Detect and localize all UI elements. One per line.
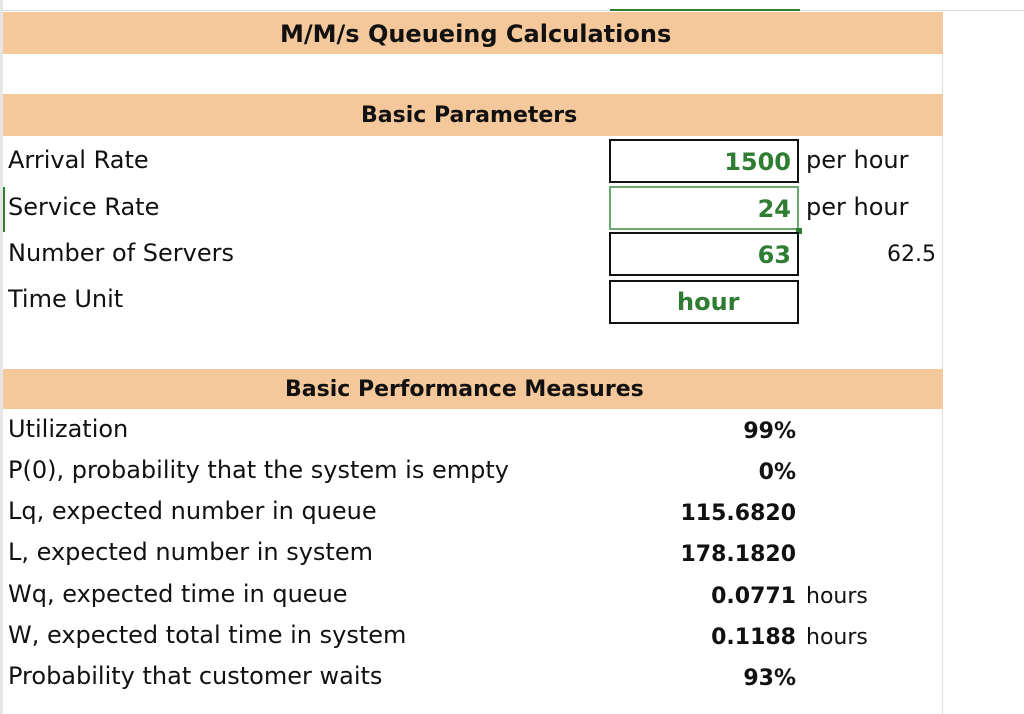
- wq-label: Wq, expected time in queue: [8, 580, 348, 608]
- page-title: M/M/s Queueing Calculations: [280, 20, 672, 48]
- measures-header: Basic Performance Measures: [3, 369, 943, 409]
- w-unit: hours: [806, 625, 868, 650]
- measures-header-label: Basic Performance Measures: [285, 377, 644, 402]
- prob-wait-value: 93%: [743, 666, 796, 691]
- l-label: L, expected number in system: [8, 538, 373, 566]
- prob-wait-label: Probability that customer waits: [8, 662, 383, 690]
- column-divider: [942, 10, 943, 714]
- w-value: 0.1188: [711, 625, 796, 650]
- w-label: W, expected total time in system: [8, 621, 407, 649]
- fill-handle[interactable]: [796, 228, 802, 234]
- selection-accent: [610, 9, 800, 11]
- service-rate-unit: per hour: [806, 193, 909, 221]
- p0-label: P(0), probability that the system is emp…: [8, 456, 509, 484]
- service-rate-label: Service Rate: [8, 193, 160, 221]
- lq-label: Lq, expected number in queue: [8, 497, 377, 525]
- l-value: 178.1820: [680, 542, 796, 567]
- parameters-header-label: Basic Parameters: [361, 103, 578, 128]
- p0-value: 0%: [758, 460, 796, 485]
- time-unit-input[interactable]: hour: [609, 280, 799, 324]
- utilization-label: Utilization: [8, 415, 129, 443]
- wq-unit: hours: [806, 584, 868, 609]
- row-selection-marker: [3, 187, 5, 232]
- parameters-header: Basic Parameters: [3, 94, 943, 136]
- servers-aux-value: 62.5: [887, 242, 936, 267]
- service-rate-input[interactable]: 24: [609, 186, 799, 230]
- lq-value: 115.6820: [680, 501, 796, 526]
- arrival-rate-label: Arrival Rate: [8, 146, 149, 174]
- number-of-servers-label: Number of Servers: [8, 239, 235, 267]
- arrival-rate-input[interactable]: 1500: [609, 139, 799, 183]
- arrival-rate-unit: per hour: [806, 146, 909, 174]
- title-band: M/M/s Queueing Calculations: [3, 12, 943, 54]
- wq-value: 0.0771: [711, 584, 796, 609]
- time-unit-label: Time Unit: [8, 285, 124, 313]
- row-gutter: [0, 0, 3, 714]
- utilization-value: 99%: [743, 419, 796, 444]
- number-of-servers-input[interactable]: 63: [609, 232, 799, 276]
- top-gridline: [0, 0, 1024, 11]
